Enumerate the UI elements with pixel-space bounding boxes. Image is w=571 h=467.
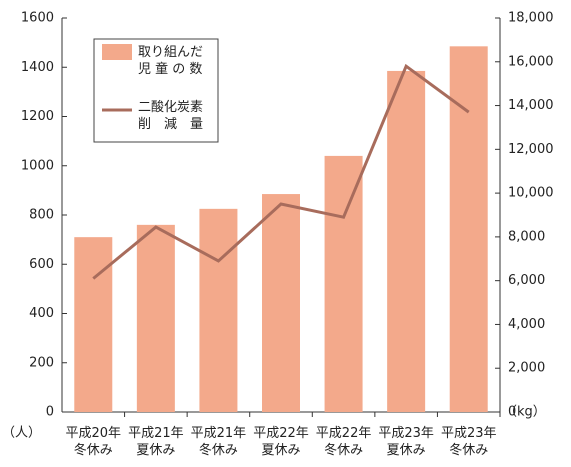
y-tick-label: 600 (29, 257, 54, 272)
y2-tick-label: 8,000 (508, 229, 545, 244)
y2-tick-label: 6,000 (508, 273, 545, 288)
y2-tick-label: 2,000 (508, 361, 545, 376)
y-tick-label: 1600 (21, 11, 54, 26)
y-tick-label: 200 (29, 355, 54, 370)
y-tick-label: 1000 (21, 158, 54, 173)
y2-tick-label: 0 (508, 405, 516, 420)
bar (262, 194, 300, 412)
y2-tick-label: 18,000 (508, 11, 554, 26)
y-tick-label: 1400 (21, 60, 54, 75)
y-tick-label: 0 (46, 405, 54, 420)
y2-tick-label: 14,000 (508, 98, 554, 113)
y2-unit: （kg） (504, 405, 546, 420)
x-tick-label: 平成20年冬休み (66, 426, 122, 458)
y2-tick-label: 4,000 (508, 317, 545, 332)
bar (136, 224, 175, 412)
bar (199, 208, 238, 412)
x-tick-label: 平成21年夏休み (128, 426, 184, 458)
line (92, 63, 470, 280)
y-tick-label: 400 (29, 306, 54, 321)
legend-swatch (102, 44, 132, 60)
y-tick-label: 800 (29, 208, 54, 223)
y2-tick-label: 12,000 (508, 142, 554, 157)
x-tick-label: 平成22年冬休み (316, 426, 372, 458)
legend-label: 二酸化炭素削 減 量 (138, 100, 203, 132)
y2-tick-label: 16,000 (508, 54, 554, 69)
y-unit: （人） (2, 426, 41, 441)
bar (449, 46, 488, 412)
x-tick-label: 平成22年夏休み (253, 426, 309, 458)
bar (74, 237, 113, 412)
x-tick-label: 平成21年冬休み (191, 426, 247, 458)
x-tick-label: 平成23年夏休み (378, 426, 434, 458)
y-tick-label: 1200 (21, 109, 54, 124)
legend-label: 取り組んだ児 童 の 数 (138, 45, 203, 77)
y2-tick-label: 10,000 (508, 186, 554, 201)
bar (387, 70, 426, 412)
bar (324, 155, 363, 412)
x-tick-label: 平成23年冬休み (441, 426, 497, 458)
